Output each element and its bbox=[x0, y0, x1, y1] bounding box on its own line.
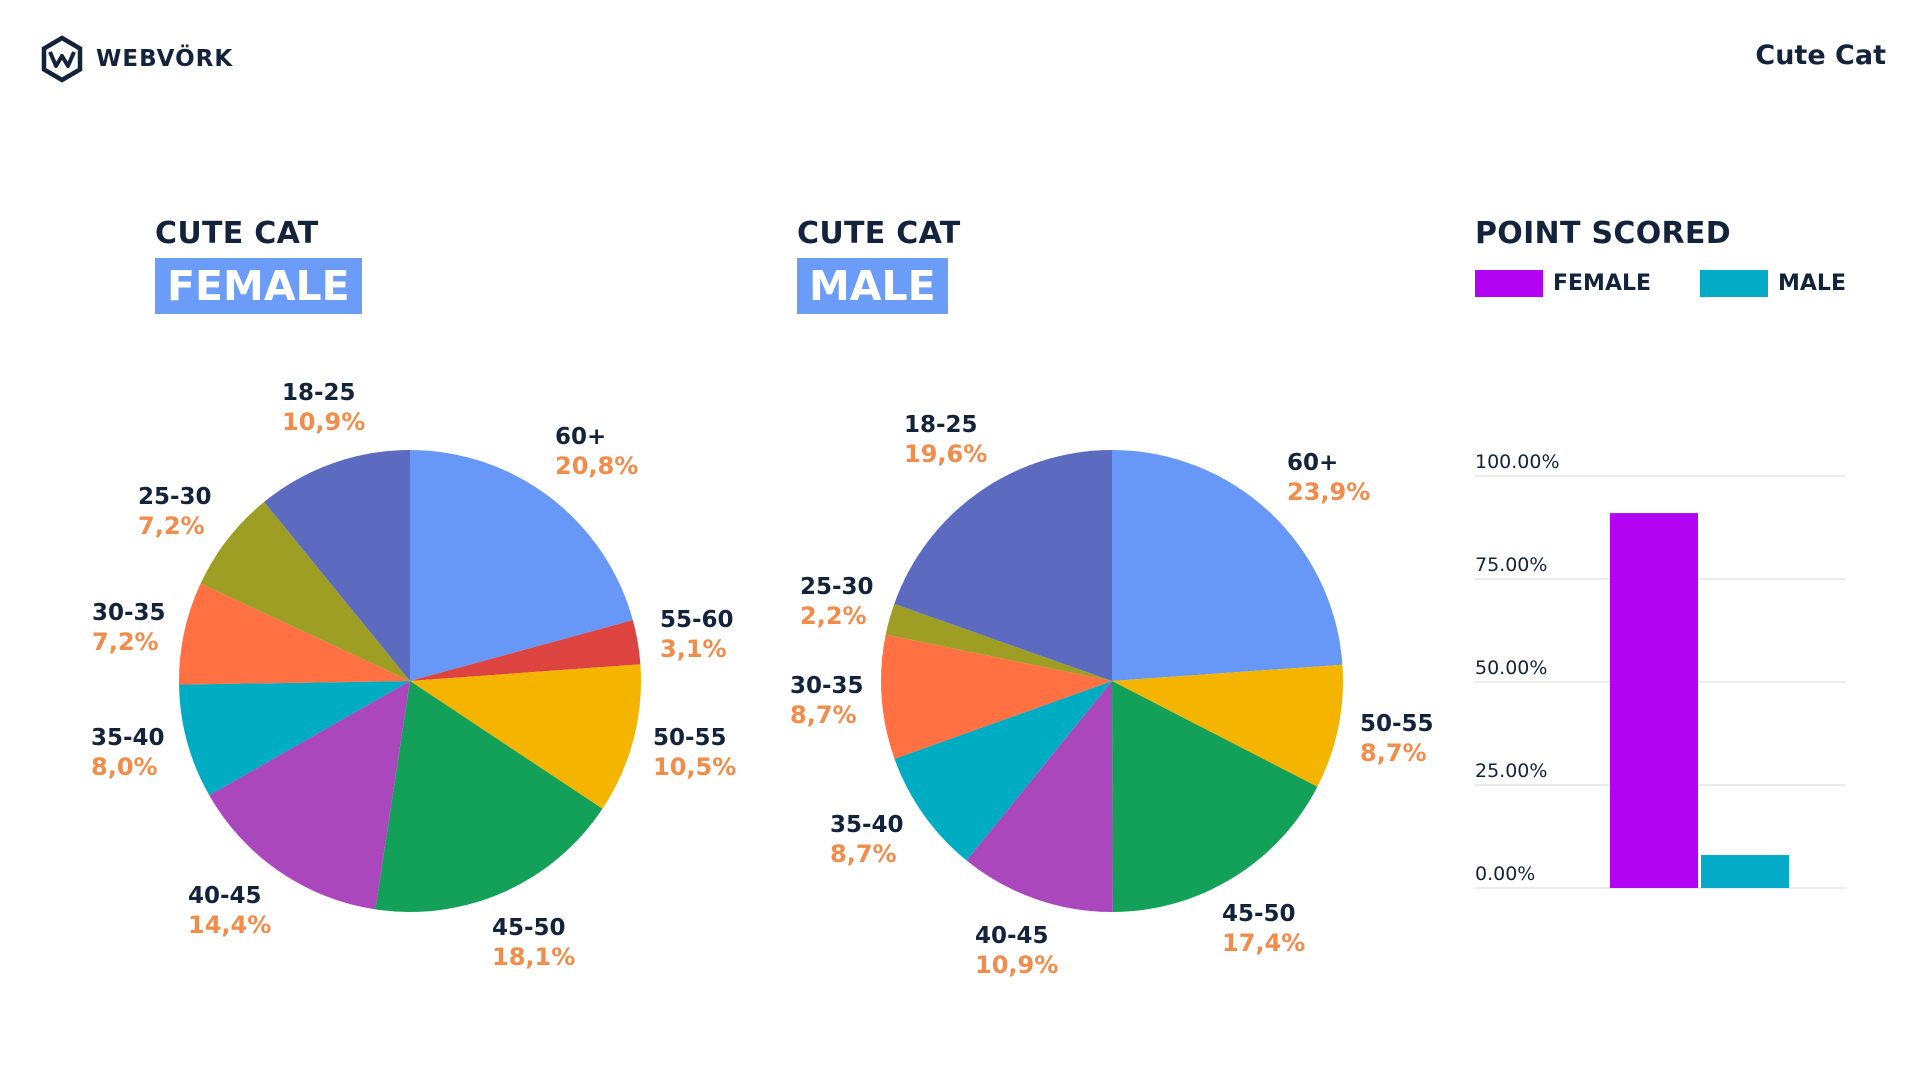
page-title: Cute Cat bbox=[1755, 40, 1886, 71]
female-panel-label: CUTE CAT bbox=[155, 216, 319, 251]
pie-slice-female-60+ bbox=[410, 450, 633, 681]
slice-label-female-30-35: 30-35 bbox=[92, 600, 166, 626]
logo-icon bbox=[41, 35, 83, 83]
legend-label-male: MALE bbox=[1778, 271, 1846, 296]
pie-slice-female-18-25 bbox=[264, 450, 410, 681]
legend-female: FEMALE bbox=[1475, 270, 1651, 297]
slice-value-female-55-60: 3,1% bbox=[660, 635, 727, 663]
slice-label-female-25-30: 25-30 bbox=[138, 484, 212, 510]
pie-slice-male-60+ bbox=[1112, 450, 1343, 681]
y-tick-label: 50.00% bbox=[1475, 657, 1547, 679]
slice-label-female-45-50: 45-50 bbox=[492, 915, 566, 941]
pie-slice-male-18-25 bbox=[894, 450, 1112, 681]
slice-label-male-60+: 60+ bbox=[1287, 450, 1338, 476]
pie-slice-male-35-40 bbox=[894, 681, 1112, 861]
legend-male: MALE bbox=[1700, 270, 1846, 297]
slice-value-female-35-40: 8,0% bbox=[91, 753, 158, 781]
pie-slice-male-40-45 bbox=[966, 681, 1113, 912]
pie-slice-female-55-60 bbox=[410, 620, 641, 681]
y-tick-label: 75.00% bbox=[1475, 554, 1547, 576]
pie-slice-female-25-30 bbox=[200, 501, 410, 681]
slice-label-female-55-60: 55-60 bbox=[660, 607, 734, 633]
y-tick-label: 25.00% bbox=[1475, 760, 1547, 782]
pie-slice-male-25-30 bbox=[885, 603, 1112, 681]
male-panel-label: CUTE CAT bbox=[797, 216, 961, 251]
slice-value-female-25-30: 7,2% bbox=[138, 512, 205, 540]
slice-value-female-60+: 20,8% bbox=[555, 452, 638, 480]
slice-label-female-35-40: 35-40 bbox=[91, 725, 165, 751]
pie-slice-male-45-50 bbox=[1112, 681, 1318, 912]
bar-male bbox=[1701, 855, 1789, 888]
slice-label-male-45-50: 45-50 bbox=[1222, 901, 1296, 927]
slice-value-male-40-45: 10,9% bbox=[975, 951, 1058, 979]
brand-logo: WEBVÖRK bbox=[38, 34, 233, 84]
slice-value-female-40-45: 14,4% bbox=[188, 911, 271, 939]
slice-value-female-45-50: 18,1% bbox=[492, 943, 575, 971]
slice-value-male-50-55: 8,7% bbox=[1360, 739, 1427, 767]
slice-label-female-60+: 60+ bbox=[555, 424, 606, 450]
slice-label-female-50-55: 50-55 bbox=[653, 725, 727, 751]
male-panel-tag: MALE bbox=[797, 258, 948, 314]
slice-value-male-25-30: 2,2% bbox=[800, 602, 867, 630]
slice-label-female-40-45: 40-45 bbox=[188, 883, 262, 909]
slice-label-male-18-25: 18-25 bbox=[904, 412, 978, 438]
slice-value-male-35-40: 8,7% bbox=[830, 840, 897, 868]
legend-swatch-male bbox=[1700, 270, 1768, 297]
y-tick-label: 0.00% bbox=[1475, 863, 1535, 885]
pie-slice-female-45-50 bbox=[375, 681, 603, 912]
slice-value-male-60+: 23,9% bbox=[1287, 478, 1370, 506]
slice-value-female-30-35: 7,2% bbox=[92, 628, 159, 656]
pie-slice-male-30-35 bbox=[880, 634, 1112, 759]
slice-value-male-18-25: 19,6% bbox=[904, 440, 987, 468]
pie-slice-female-35-40 bbox=[179, 681, 410, 796]
slice-value-female-18-25: 10,9% bbox=[282, 408, 365, 436]
slice-label-female-18-25: 18-25 bbox=[282, 380, 356, 406]
slice-label-male-35-40: 35-40 bbox=[830, 812, 904, 838]
pie-slice-female-50-55 bbox=[410, 664, 642, 809]
slice-label-male-30-35: 30-35 bbox=[790, 673, 864, 699]
pie-slice-female-40-45 bbox=[209, 681, 410, 910]
points-panel-title: POINT SCORED bbox=[1475, 216, 1731, 251]
slice-label-male-25-30: 25-30 bbox=[800, 574, 874, 600]
slice-value-male-45-50: 17,4% bbox=[1222, 929, 1305, 957]
y-tick-label: 100.00% bbox=[1475, 451, 1560, 473]
pie-slice-female-30-35 bbox=[178, 583, 410, 685]
pie-slice-male-50-55 bbox=[1112, 664, 1343, 787]
slice-value-male-30-35: 8,7% bbox=[790, 701, 857, 729]
bar-female bbox=[1610, 513, 1698, 888]
legend-label-female: FEMALE bbox=[1553, 271, 1652, 296]
logo-text: WEBVÖRK bbox=[96, 46, 234, 72]
slice-label-male-50-55: 50-55 bbox=[1360, 711, 1434, 737]
female-panel-tag: FEMALE bbox=[155, 258, 362, 314]
legend-swatch-female bbox=[1475, 270, 1543, 297]
slice-label-male-40-45: 40-45 bbox=[975, 923, 1049, 949]
slice-value-female-50-55: 10,5% bbox=[653, 753, 736, 781]
